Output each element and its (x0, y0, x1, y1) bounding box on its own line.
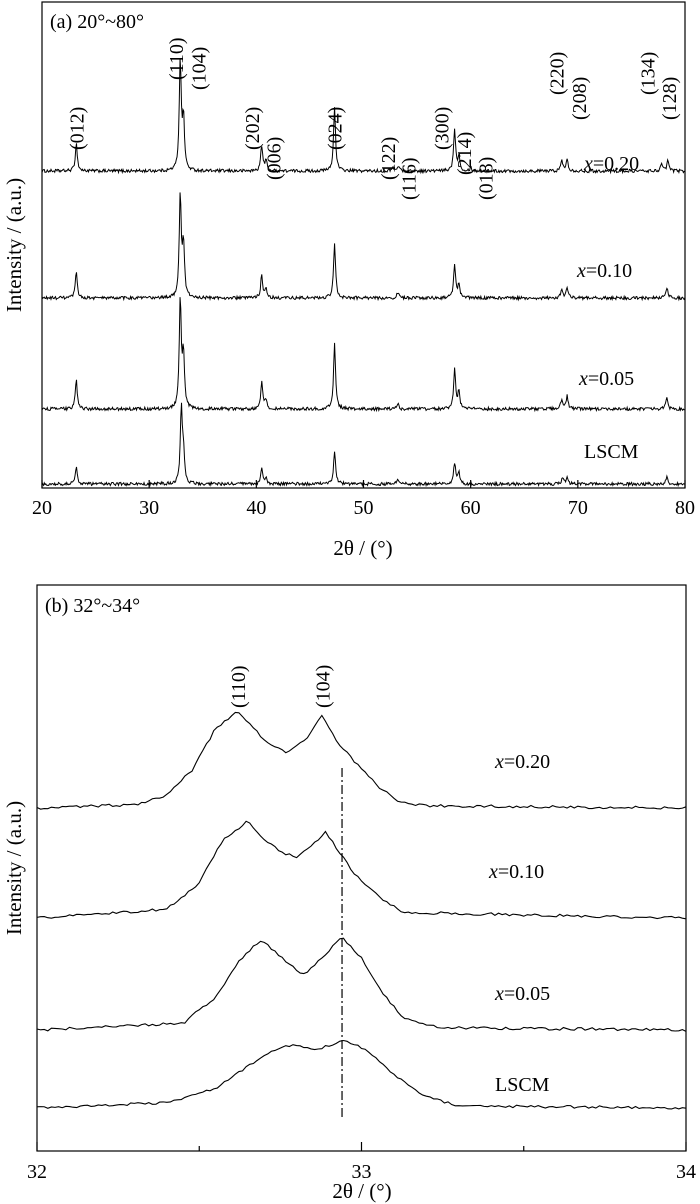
panel-a-peak-label: (104) (188, 47, 210, 90)
panel-a-peak-label: (208) (569, 77, 591, 120)
panel-a-peak-label: (134) (637, 52, 659, 95)
panel-b-series (36, 711, 687, 1110)
panel-b-plot-frame (36, 584, 687, 1152)
panel-a-peak-label: (128) (659, 77, 681, 120)
panel-a-series-label: LSCM (584, 441, 639, 463)
panel-b-x-tick-label: 34 (676, 1161, 696, 1183)
panel-b-x-tick-label: 32 (27, 1161, 47, 1183)
panel-a-peak-label: (116) (399, 157, 421, 200)
panel-a-x-tick-label: 30 (139, 497, 159, 519)
panel-a-peak-label: (012) (66, 107, 88, 150)
panel-a-series-line-x=0.05 (41, 297, 685, 413)
panel-a-y-axis-label: Intensity / (a.u.) (2, 178, 26, 312)
panel-a-x-tick-label: 20 (32, 497, 52, 519)
panel-a-x-tick-label: 80 (675, 497, 695, 519)
panel-a-x-ticks: 20 30 40 50 60 70 80 (32, 480, 695, 519)
panel-b-x-ticks: 32 33 34 (27, 1142, 696, 1183)
panel-a-peak-label: (024) (325, 107, 347, 150)
panel-b: (b) 32°~34° Intensity / (a.u.) 2θ / (°) … (2, 584, 696, 1203)
panel-b-series-label: x=0.20 (494, 751, 550, 773)
panel-a-peak-label: (018) (476, 157, 498, 200)
panel-b-series-line-LSCM (36, 1039, 687, 1110)
panel-a-peak-labels: (012) (110) (104) (202)(006) (024) (122)(116)… (66, 37, 681, 200)
panel-a-series-labels: x=0.20 x=0.10 x=0.05 LSCM (576, 153, 639, 463)
panel-a-peak-label: (110) (166, 37, 188, 80)
panel-a-series-line-LSCM (41, 402, 686, 488)
panel-a-x-axis-label: 2θ / (°) (333, 536, 392, 560)
panel-a-x-tick-label: 40 (246, 497, 266, 519)
panel-b-series-labels: x=0.20 x=0.10 x=0.05 LSCM (488, 751, 550, 1096)
panel-b-series-line-x=0.05 (36, 937, 687, 1032)
panel-a-series-label: x=0.05 (578, 368, 634, 390)
panel-a-peak-label: (122) (378, 137, 400, 180)
panel-b-title: (b) 32°~34° (45, 595, 140, 617)
panel-b-x-axis-label: 2θ / (°) (332, 1179, 391, 1203)
panel-a: (a) 20°~80° Intensity / (a.u.) 2θ / (°) … (2, 1, 695, 560)
panel-a-series-label: x=0.20 (583, 153, 639, 175)
panel-a-plot-frame (41, 1, 686, 489)
panel-a-series (41, 58, 686, 488)
panel-b-series-line-x=0.20 (36, 711, 687, 810)
panel-a-peak-label: (202) (242, 107, 264, 150)
panel-a-peak-label: (006) (263, 137, 285, 180)
panel-b-series-label: x=0.10 (488, 861, 544, 883)
panel-a-series-label: x=0.10 (576, 260, 632, 282)
panel-b-series-label: LSCM (495, 1074, 550, 1096)
panel-a-series-line-x=0.20 (41, 58, 685, 175)
panel-b-series-line-x=0.10 (36, 820, 687, 920)
panel-b-y-axis-label: Intensity / (a.u.) (2, 801, 26, 935)
panel-a-peak-label: (300) (432, 107, 454, 150)
panel-a-x-tick-label: 60 (461, 497, 481, 519)
panel-b-peak-label: (110) (228, 665, 250, 708)
panel-a-peak-label: (220) (546, 52, 568, 95)
panel-a-x-tick-label: 50 (354, 497, 374, 519)
panel-b-peak-label: (104) (313, 665, 335, 708)
panel-a-series-line-x=0.10 (41, 192, 686, 302)
panel-b-peak-labels: (110) (104) (228, 665, 334, 708)
panel-a-title: (a) 20°~80° (50, 11, 144, 33)
panel-a-peak-label: (214) (454, 132, 476, 175)
panel-b-x-tick-label: 33 (352, 1161, 372, 1183)
panel-a-x-tick-label: 70 (568, 497, 588, 519)
panel-b-series-label: x=0.05 (494, 983, 550, 1005)
